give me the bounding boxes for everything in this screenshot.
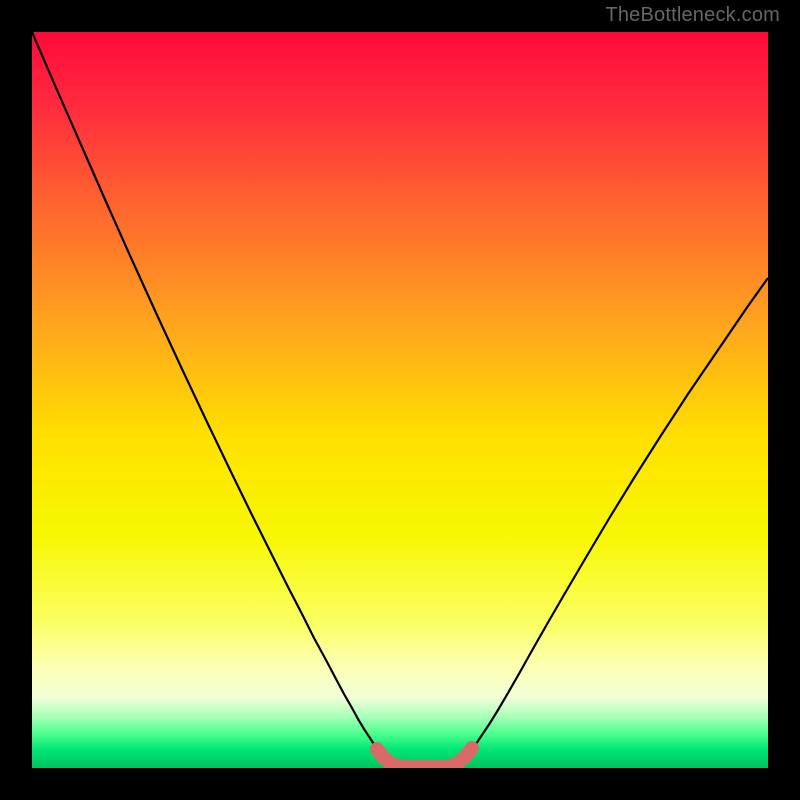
chart-plot-area [32,32,768,768]
chart-background [32,32,768,768]
watermark-text: TheBottleneck.com [605,4,780,27]
chart-svg [32,32,768,768]
